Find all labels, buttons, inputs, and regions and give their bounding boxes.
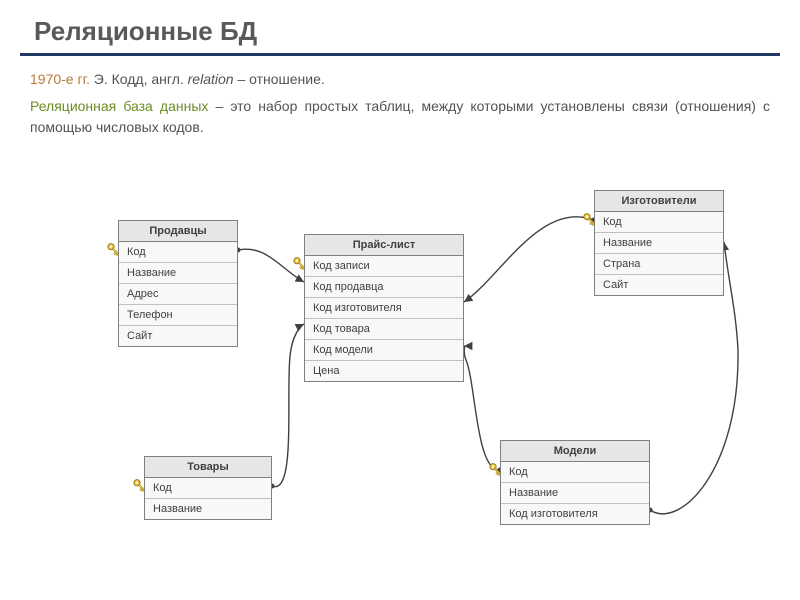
relation-edge: [272, 324, 304, 487]
relation-edge: [464, 217, 594, 302]
subtitle: 1970-е гг. Э. Кодд, англ. relation – отн…: [0, 70, 800, 96]
page-title: Реляционные БД: [0, 0, 800, 53]
entity-field: Название: [119, 263, 237, 284]
entity-field: Код изготовителя: [501, 504, 649, 524]
entity-header: Изготовители: [595, 191, 723, 212]
definition-term: Реляционная база данных: [30, 98, 208, 114]
subtitle-italic: relation: [188, 71, 234, 87]
entity-field: Сайт: [595, 275, 723, 295]
key-icon: [128, 478, 146, 496]
entity-field: Код: [595, 212, 723, 233]
entity-header: Товары: [145, 457, 271, 478]
entity-sellers: ПродавцыКодНазваниеАдресТелефонСайт: [118, 220, 238, 347]
title-rule: [20, 53, 780, 56]
subtitle-text-1: Э. Кодд, англ.: [90, 71, 188, 87]
entity-field: Код продавца: [305, 277, 463, 298]
entity-field: Код модели: [305, 340, 463, 361]
key-icon: [288, 256, 306, 274]
entity-field: Название: [501, 483, 649, 504]
entity-field: Адрес: [119, 284, 237, 305]
entity-header: Продавцы: [119, 221, 237, 242]
entity-field: Телефон: [119, 305, 237, 326]
subtitle-text-2: – отношение.: [234, 71, 325, 87]
entity-models: МоделиКодНазваниеКод изготовителя: [500, 440, 650, 525]
entity-field: Код записи: [305, 256, 463, 277]
entity-field: Цена: [305, 361, 463, 381]
entity-field: Код: [145, 478, 271, 499]
entity-header: Модели: [501, 441, 649, 462]
key-icon: [102, 242, 120, 260]
entity-field: Страна: [595, 254, 723, 275]
entity-field: Код товара: [305, 319, 463, 340]
entity-field: Название: [145, 499, 271, 519]
entity-field: Код: [501, 462, 649, 483]
entity-header: Прайс-лист: [305, 235, 463, 256]
entity-goods: ТоварыКодНазвание: [144, 456, 272, 520]
entity-field: Название: [595, 233, 723, 254]
entity-field: Сайт: [119, 326, 237, 346]
entity-makers: ИзготовителиКодНазваниеСтранаСайт: [594, 190, 724, 296]
entity-pricelist: Прайс-листКод записиКод продавцаКод изго…: [304, 234, 464, 382]
er-diagram: ПродавцыКодНазваниеАдресТелефонСайтПрайс…: [0, 170, 800, 590]
key-icon: [484, 462, 502, 480]
entity-field: Код: [119, 242, 237, 263]
subtitle-year: 1970-е гг.: [30, 71, 90, 87]
entity-field: Код изготовителя: [305, 298, 463, 319]
key-icon: [578, 212, 596, 230]
relation-edge: [464, 346, 500, 470]
definition: Реляционная база данных – это набор прос…: [0, 96, 800, 138]
